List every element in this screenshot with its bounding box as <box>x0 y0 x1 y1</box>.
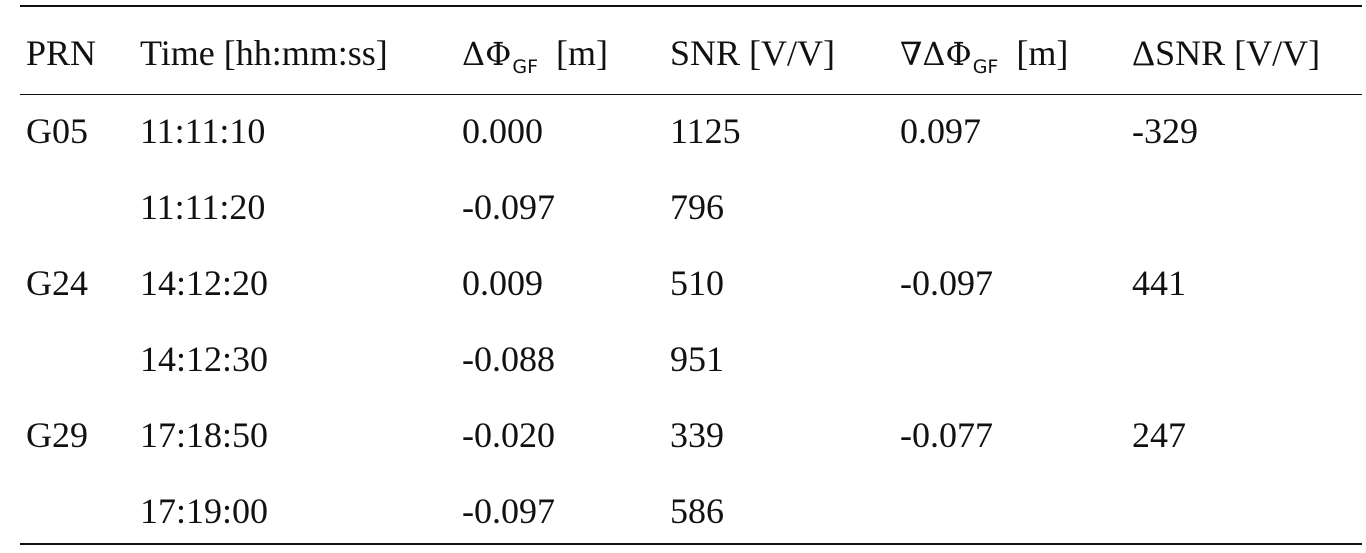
cell-delta-snr: 247 <box>1132 415 1186 455</box>
cell-snr: 339 <box>670 415 724 455</box>
cell-time: 17:19:00 <box>140 491 269 531</box>
cell-snr: 510 <box>670 263 724 303</box>
cell-prn: G24 <box>26 263 88 303</box>
cell-nabla-delta-phi: -0.097 <box>900 263 993 303</box>
cell-delta-phi: 0.000 <box>462 111 543 151</box>
cell-prn: G29 <box>26 415 88 455</box>
table-row: 17:19:00 -0.097 586 <box>20 475 1362 551</box>
cell-delta-phi: -0.088 <box>462 339 555 379</box>
data-table: PRN Time [hh:mm:ss] ΔΦGF [m] SNR [V/V] ∇Δ… <box>20 5 1362 545</box>
header-nabla-delta-phi-subscript: GF <box>972 56 999 78</box>
header-delta-phi-symbol: ΔΦ <box>462 35 512 73</box>
header-prn: PRN <box>26 33 97 73</box>
cell-delta-phi: 0.009 <box>462 263 543 303</box>
cell-time: 14:12:20 <box>140 263 269 303</box>
header-nabla-delta-phi-unit: [m] <box>1016 33 1069 73</box>
cell-nabla-delta-phi: -0.077 <box>900 415 993 455</box>
cell-snr: 951 <box>670 339 724 379</box>
table-row: G29 17:18:50 -0.020 339 -0.077 247 <box>20 399 1362 475</box>
cell-delta-phi: -0.020 <box>462 415 555 455</box>
header-snr: SNR [V/V] <box>670 33 836 73</box>
cell-snr: 586 <box>670 491 724 531</box>
table-row: 11:11:20 -0.097 796 <box>20 171 1362 247</box>
cell-snr: 796 <box>670 187 724 227</box>
table-row: 14:12:30 -0.088 951 <box>20 323 1362 399</box>
header-nabla-delta-phi-symbol: ∇ΔΦ <box>900 35 972 73</box>
table-row: G24 14:12:20 0.009 510 -0.097 441 <box>20 247 1362 323</box>
cell-nabla-delta-phi: 0.097 <box>900 111 981 151</box>
header-time: Time [hh:mm:ss] <box>140 33 388 73</box>
cell-delta-phi: -0.097 <box>462 187 555 227</box>
header-delta-snr: ΔSNR [V/V] <box>1132 33 1321 73</box>
table-row: G05 11:11:10 0.000 1125 0.097 -329 <box>20 95 1362 171</box>
cell-delta-snr: -329 <box>1132 111 1198 151</box>
header-delta-phi-subscript: GF <box>512 56 538 78</box>
cell-snr: 1125 <box>670 111 741 151</box>
cell-time: 11:11:10 <box>140 111 266 151</box>
header-delta-phi-unit: [m] <box>556 33 608 73</box>
header-delta-phi-gf: ΔΦGF [m] <box>462 33 608 79</box>
table-header-row: PRN Time [hh:mm:ss] ΔΦGF [m] SNR [V/V] ∇Δ… <box>20 7 1362 95</box>
header-nabla-delta-phi-gf: ∇ΔΦGF [m] <box>900 33 1068 79</box>
cell-time: 17:18:50 <box>140 415 269 455</box>
cell-prn: G05 <box>26 111 88 151</box>
cell-time: 11:11:20 <box>140 187 266 227</box>
cell-delta-phi: -0.097 <box>462 491 555 531</box>
cell-delta-snr: 441 <box>1132 263 1186 303</box>
cell-time: 14:12:30 <box>140 339 269 379</box>
